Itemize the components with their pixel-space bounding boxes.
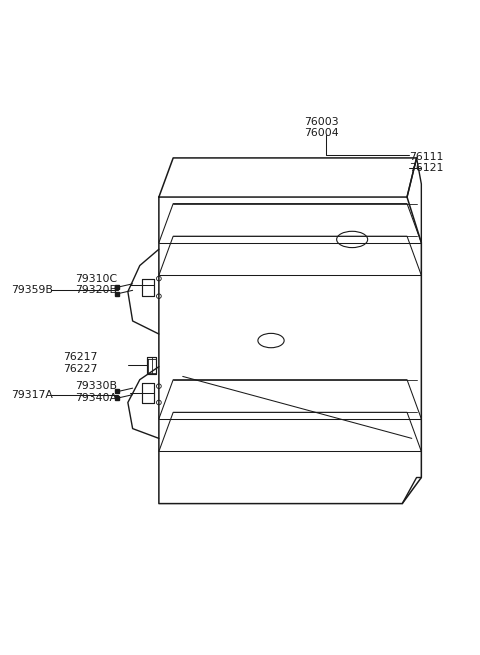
- Text: 76004: 76004: [304, 128, 339, 138]
- Text: 79330B: 79330B: [75, 381, 117, 391]
- Text: 79310C: 79310C: [75, 274, 118, 284]
- Text: 76217: 76217: [63, 352, 98, 362]
- Text: 76003: 76003: [304, 117, 339, 127]
- Text: 79340A: 79340A: [75, 393, 117, 403]
- Text: 76121: 76121: [409, 162, 444, 173]
- Text: 76111: 76111: [409, 151, 444, 162]
- Text: 79317A: 79317A: [11, 390, 53, 400]
- Text: 79359B: 79359B: [11, 286, 53, 295]
- Text: 79320B: 79320B: [75, 286, 117, 295]
- Text: 76227: 76227: [63, 364, 98, 373]
